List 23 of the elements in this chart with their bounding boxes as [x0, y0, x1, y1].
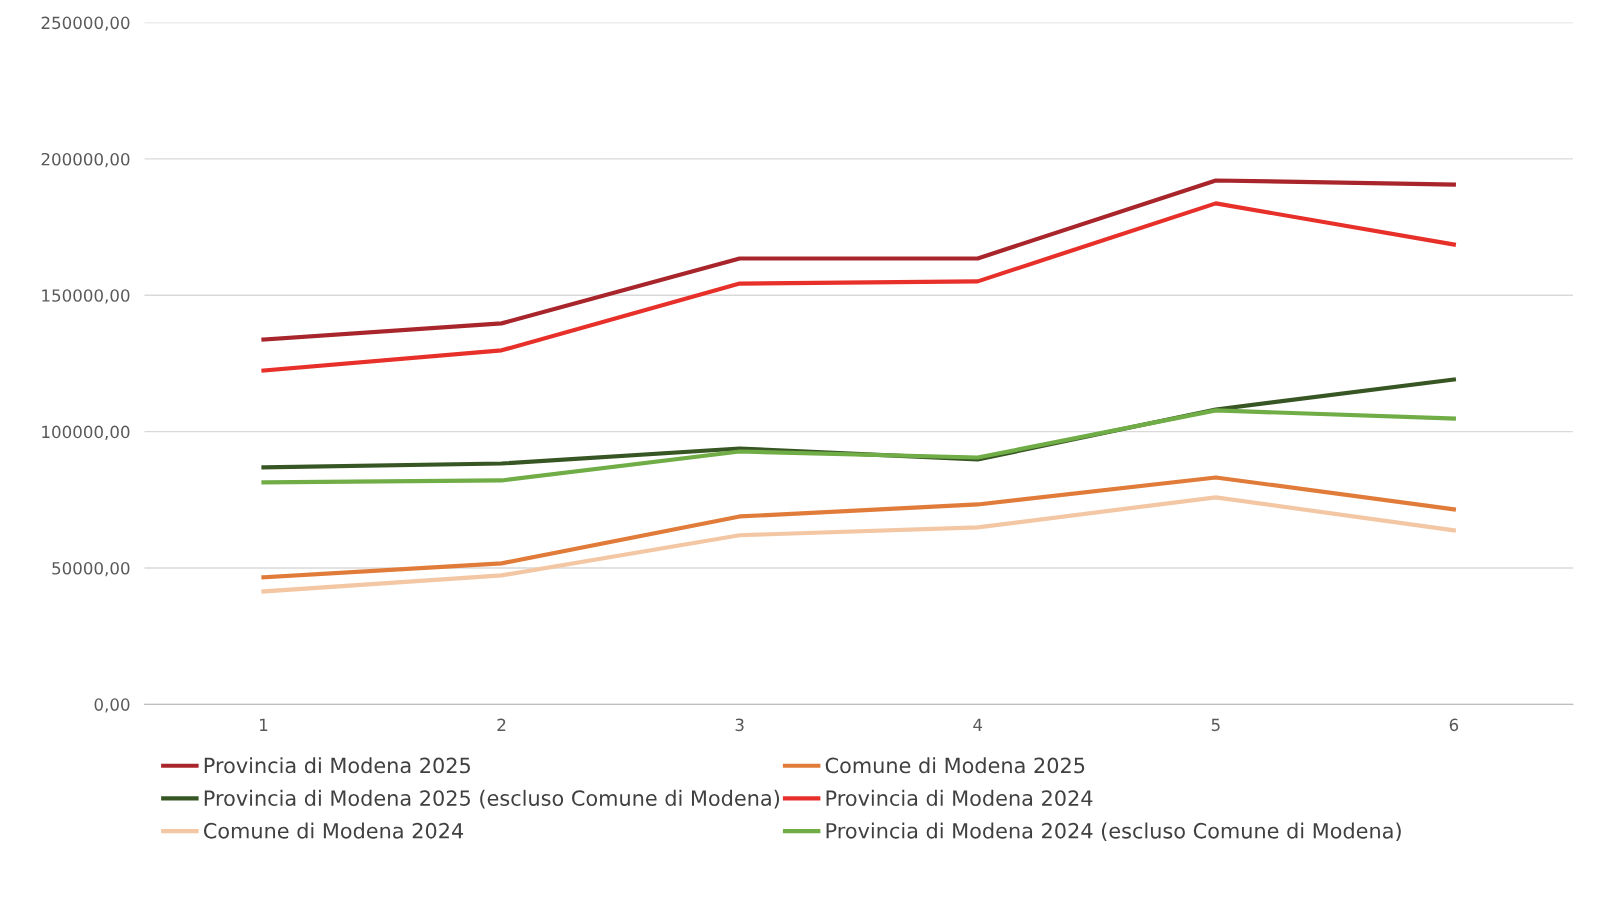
line-series: [261, 475, 1456, 580]
legend-label: Provincia di Modena 2025 (escluso Comune di Modena): [204, 789, 780, 809]
x-tick-label: 5: [1211, 718, 1220, 732]
legend-label: Comune di Modena 2024: [203, 822, 464, 839]
line-series: [261, 495, 1456, 594]
line-series: [261, 408, 1456, 485]
x-tick-label: 4: [973, 718, 983, 731]
legend-label: Provincia di Modena 2025: [204, 757, 470, 774]
legend-label: Provincia di Modena 2024: [826, 789, 1093, 806]
y-tick-label: 200000,00: [41, 152, 130, 168]
y-tick-label: 0,00: [94, 698, 130, 713]
y-tick-label: 250000,00: [41, 16, 130, 31]
x-tick-label: 1: [260, 718, 268, 731]
y-tick-label: 50000,00: [52, 561, 130, 577]
x-tick-label: 3: [735, 718, 744, 732]
line-series: [261, 178, 1456, 342]
x-tick-label: 2: [497, 718, 506, 731]
y-tick-label: 100000,00: [42, 425, 130, 440]
x-tick-label: 6: [1449, 718, 1459, 732]
y-tick-label: 150000,00: [42, 289, 130, 304]
line-series: [261, 201, 1456, 373]
legend-label: Provincia di Modena 2024 (escluso Comune di Modena): [826, 822, 1401, 842]
legend-label: Comune di Modena 2025: [825, 757, 1085, 774]
